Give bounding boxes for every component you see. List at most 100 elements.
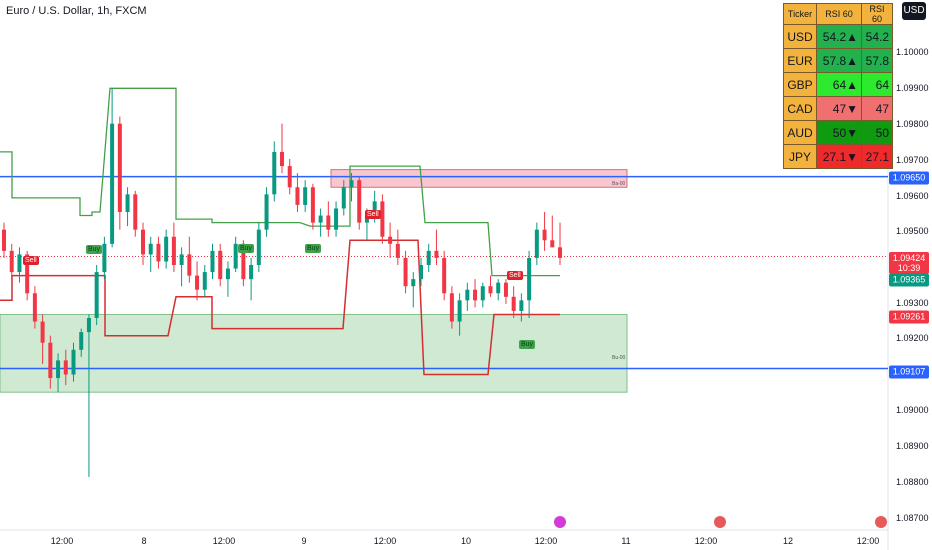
price-label-support: 1.09107 xyxy=(889,365,929,379)
rsi-ticker: USD xyxy=(783,24,817,49)
time-tick: 12:00 xyxy=(50,536,74,546)
candle-body xyxy=(341,187,346,209)
candle-body xyxy=(465,289,470,301)
candle-body xyxy=(156,243,161,262)
candle-body xyxy=(210,250,215,273)
rsi-row: AUD 50▼ 50 xyxy=(783,120,893,145)
candle-body xyxy=(519,300,524,311)
candle-body xyxy=(326,215,331,230)
buy-signal: Buy xyxy=(519,340,536,349)
red-trailing-line xyxy=(0,239,560,376)
rsi-row: EUR 57.8▲ 57.8 xyxy=(783,48,893,73)
candle-body xyxy=(280,151,284,167)
rsi-ticker: CAD xyxy=(783,96,817,121)
candle-body xyxy=(241,243,246,280)
candle-body xyxy=(202,272,207,290)
us-flag-event-icon[interactable] xyxy=(875,516,887,528)
candle-body xyxy=(442,257,447,294)
buy-signal: Buy xyxy=(305,244,322,253)
candle-body xyxy=(187,254,192,276)
sell-signal: Sell xyxy=(507,271,523,280)
time-tick: 12:00 xyxy=(212,536,236,546)
candle-body xyxy=(32,293,37,322)
candle-body xyxy=(110,123,115,244)
candle-body xyxy=(71,349,76,375)
candle-body xyxy=(218,250,223,280)
candle-body xyxy=(318,215,323,223)
price-tick: 1.08700 xyxy=(896,513,929,523)
rsi-ticker: GBP xyxy=(783,72,817,97)
candle-body xyxy=(349,180,354,188)
price-tick: 1.09300 xyxy=(896,298,929,308)
candle-body xyxy=(426,250,431,265)
candle-body xyxy=(303,187,308,205)
candle-body xyxy=(164,236,169,262)
rsi-header-rsi: RSI 60 xyxy=(861,3,893,25)
candle-body xyxy=(86,318,91,333)
rsi-row: USD 54.2▲ 54.2 xyxy=(783,24,893,49)
time-tick: 11 xyxy=(621,536,631,546)
candle-body xyxy=(388,236,393,244)
candle-body xyxy=(527,257,532,301)
candle-body xyxy=(403,257,408,287)
candle-body xyxy=(357,180,362,223)
price-tick: 1.08900 xyxy=(896,441,929,451)
candle-body xyxy=(141,229,145,255)
candle-body xyxy=(56,360,61,379)
symbol-title[interactable]: Euro / U.S. Dollar, 1h, FXCM xyxy=(6,5,147,17)
candle-body xyxy=(395,243,400,258)
price-axis[interactable]: 1.10000 1.09900 1.09800 1.09700 1.09600 … xyxy=(888,0,932,530)
rsi-ticker: JPY xyxy=(783,144,817,169)
candle-body xyxy=(457,300,462,322)
candle-body xyxy=(550,240,555,248)
candle-body xyxy=(94,272,99,318)
candle-body xyxy=(503,282,508,297)
rsi-value: 27.1 xyxy=(861,144,893,169)
sell-signal: Sell xyxy=(23,256,39,265)
candle-body xyxy=(295,187,300,205)
current-price: 1.09424 xyxy=(892,253,926,263)
candle-body xyxy=(225,268,230,280)
time-tick: 12:00 xyxy=(534,536,558,546)
green-trailing-line xyxy=(0,87,560,277)
candle-body xyxy=(380,201,385,237)
price-tick: 1.09000 xyxy=(896,405,929,415)
rsi-header-rsi: RSI 60 xyxy=(816,3,862,25)
candle-body xyxy=(63,360,68,375)
time-tick: 8 xyxy=(141,536,147,546)
demand-zone-label: Bu-00 xyxy=(612,355,626,361)
candle-body xyxy=(179,254,184,265)
candle-body xyxy=(411,279,416,287)
candle-body xyxy=(171,236,176,265)
candle-body xyxy=(334,208,339,230)
rsi-header-ticker: Ticker xyxy=(783,3,817,25)
candle-body xyxy=(264,194,269,230)
candle-body xyxy=(25,254,30,294)
candle-body xyxy=(449,293,454,322)
candle-body xyxy=(310,187,315,223)
price-tick: 1.09200 xyxy=(896,333,929,343)
rsi-value: 54.2 xyxy=(861,24,893,49)
rsi-value: 64▲ xyxy=(816,72,862,97)
time-tick: 12:00 xyxy=(856,536,880,546)
lightning-event-icon[interactable] xyxy=(554,516,566,528)
rsi-row: JPY 27.1▼ 27.1 xyxy=(783,144,893,169)
rsi-value: 57.8▲ xyxy=(816,48,862,73)
candle-body xyxy=(79,332,84,350)
candle-body xyxy=(542,229,547,241)
candle-body xyxy=(511,296,516,311)
candle-body xyxy=(287,166,292,188)
rsi-row: CAD 47▼ 47 xyxy=(783,96,893,121)
currency-button[interactable]: USD xyxy=(902,2,926,20)
candle-body xyxy=(488,286,493,294)
candle-body xyxy=(372,201,377,216)
us-flag-event-icon[interactable] xyxy=(714,516,726,528)
candle-body xyxy=(148,243,153,255)
rsi-value: 57.8 xyxy=(861,48,893,73)
candle-body xyxy=(125,194,130,212)
time-tick: 12 xyxy=(782,536,794,546)
price-label-green-line: 1.09365 xyxy=(889,273,929,287)
price-tick: 1.09500 xyxy=(896,226,929,236)
rsi-table: Ticker RSI 60 RSI 60 USD 54.2▲ 54.2 EUR … xyxy=(783,3,893,169)
